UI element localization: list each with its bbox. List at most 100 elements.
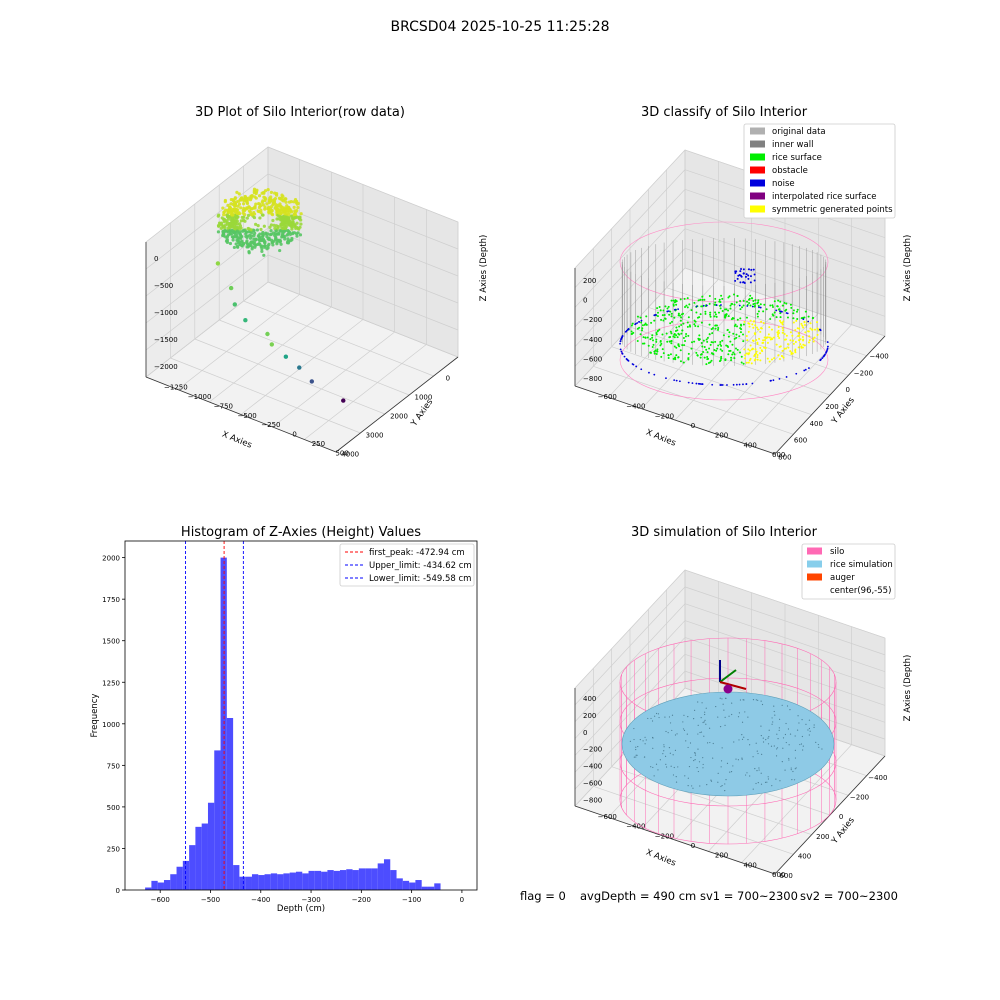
surface-point <box>719 360 721 362</box>
surface-point <box>695 311 697 313</box>
center-marker <box>724 685 733 694</box>
raw-point <box>288 231 291 234</box>
mesh-point <box>733 741 734 742</box>
surface-point <box>704 313 706 315</box>
outlier-point <box>243 318 247 322</box>
surface-point <box>746 339 748 341</box>
mesh-point <box>687 734 688 735</box>
mesh-point <box>670 753 671 754</box>
mesh-point <box>775 779 776 780</box>
surface-point <box>648 345 650 347</box>
mesh-point <box>662 753 663 754</box>
raw-point <box>228 215 231 218</box>
histogram-bar <box>340 870 346 890</box>
y-tick-label: 200 <box>715 432 728 440</box>
surface-point <box>752 327 754 329</box>
raw-point <box>243 220 246 223</box>
raw-point <box>238 212 241 215</box>
raw-point <box>263 225 266 228</box>
legend-swatch <box>807 561 822 568</box>
mesh-point <box>723 709 724 710</box>
surface-point <box>727 346 729 348</box>
raw-point <box>275 217 278 220</box>
histogram-bar <box>384 859 390 890</box>
mesh-point <box>795 757 796 758</box>
surface-point <box>764 339 766 341</box>
status-avg-depth: avgDepth = 490 cm <box>580 889 696 903</box>
noise-point <box>827 341 829 343</box>
raw-point <box>261 213 264 216</box>
surface-point <box>645 337 647 339</box>
z-tick-label: 200 <box>583 712 596 720</box>
mesh-point <box>712 758 713 759</box>
surface-point <box>784 333 786 335</box>
surface-point <box>728 315 730 317</box>
surface-point <box>643 336 645 338</box>
surface-point <box>674 333 676 335</box>
noise-point <box>641 320 643 322</box>
surface-point <box>733 293 735 295</box>
raw-point <box>232 238 235 241</box>
surface-point <box>777 354 779 356</box>
surface-point <box>796 318 798 320</box>
surface-point <box>789 350 791 352</box>
surface-point <box>744 357 746 359</box>
surface-point <box>743 348 745 350</box>
surface-point <box>737 349 739 351</box>
panel3-title: Histogram of Z-Axies (Height) Values <box>181 525 421 540</box>
surface-point <box>809 339 811 341</box>
raw-point <box>242 202 245 205</box>
surface-point <box>664 314 666 316</box>
noise-point <box>706 305 708 307</box>
surface-point <box>680 349 682 351</box>
surface-point <box>715 350 717 352</box>
raw-point <box>245 241 248 244</box>
mesh-point <box>792 771 793 772</box>
surface-point <box>760 321 762 323</box>
raw-point <box>283 212 286 215</box>
y-tick-label: 200 <box>715 852 728 860</box>
surface-point <box>673 303 675 305</box>
raw-point <box>235 191 238 194</box>
surface-point <box>731 303 733 305</box>
x-axis-title: X Axies <box>644 848 677 869</box>
surface-point <box>649 338 651 340</box>
surface-point <box>754 305 756 307</box>
noise-point <box>716 304 718 306</box>
histogram-bar <box>177 867 183 890</box>
mesh-point <box>724 725 725 726</box>
surface-point <box>712 341 714 343</box>
raw-point <box>295 235 298 238</box>
surface-point <box>671 340 673 342</box>
mesh-point <box>759 769 760 770</box>
surface-point <box>749 298 751 300</box>
raw-point <box>234 211 237 214</box>
mesh-point <box>753 699 754 700</box>
surface-point <box>677 336 679 338</box>
mesh-point <box>717 716 718 717</box>
x-tick-label: −100 <box>402 896 421 904</box>
noise-point <box>676 380 678 382</box>
surface-point <box>749 304 751 306</box>
x-tick-label: −500 <box>201 896 220 904</box>
histogram-bar <box>214 750 220 890</box>
mesh-point <box>644 757 645 758</box>
histogram-bar <box>428 887 434 890</box>
surface-point <box>761 350 763 352</box>
y-tick-label: −600 <box>598 393 617 401</box>
raw-point <box>227 233 230 236</box>
surface-point <box>733 304 735 306</box>
noise-point <box>750 281 752 283</box>
surface-point <box>792 340 794 342</box>
x-tick-label: 0 <box>446 375 450 383</box>
legend-label: silo <box>830 547 844 557</box>
noise-point <box>668 310 670 312</box>
surface-point <box>757 299 759 301</box>
surface-point <box>769 361 771 363</box>
mesh-point <box>818 744 819 745</box>
mesh-point <box>767 738 768 739</box>
mesh-point <box>740 699 741 700</box>
surface-point <box>778 330 780 332</box>
z-tick-label: −200 <box>583 316 602 324</box>
surface-point <box>728 350 730 352</box>
